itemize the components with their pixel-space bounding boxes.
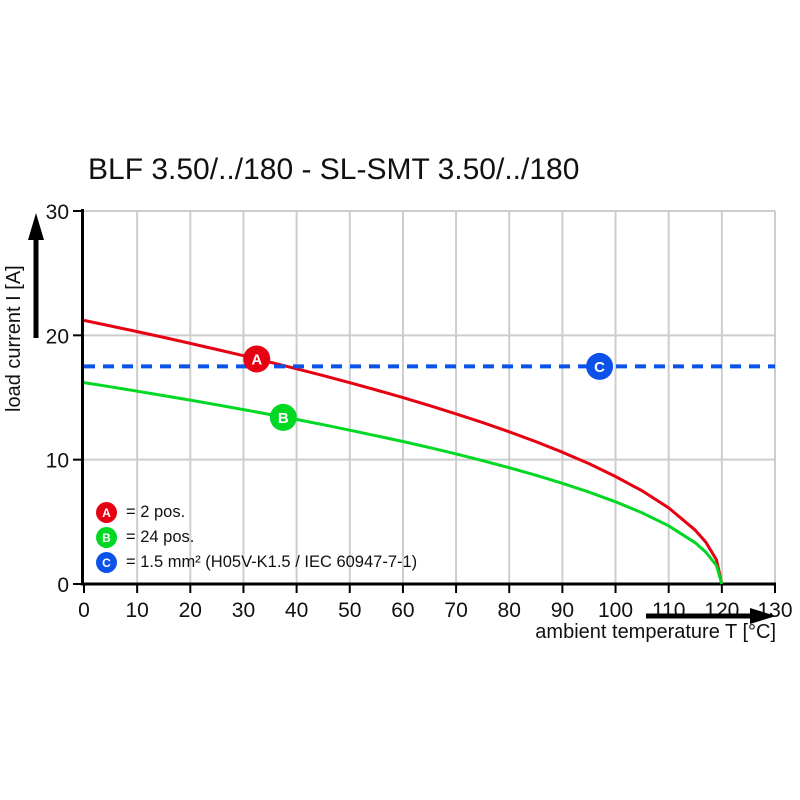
series-A-curve xyxy=(83,318,724,585)
legend-label-c: = 1.5 mm² (H05V-K1.5 / IEC 60947-7-1) xyxy=(126,553,418,571)
y-tick-label: 0 xyxy=(57,574,69,597)
legend-row-a: A = 2 pos. xyxy=(96,500,417,525)
legend-marker-a-icon: A xyxy=(96,502,117,523)
chart-legend: A = 2 pos. B = 24 pos. C = 1.5 mm² (H05V… xyxy=(96,500,417,575)
y-axis-arrow-icon xyxy=(28,213,44,240)
x-axis-label: ambient temperature T [°C] xyxy=(535,621,776,643)
legend-row-b: B = 24 pos. xyxy=(96,525,417,550)
x-axis-arrow-icon xyxy=(750,608,776,624)
x-tick-label: 20 xyxy=(179,599,202,622)
x-tick-label: 40 xyxy=(285,599,308,622)
x-tick-label: 120 xyxy=(704,599,739,622)
x-tick-label: 30 xyxy=(232,599,255,622)
legend-row-c: C = 1.5 mm² (H05V-K1.5 / IEC 60947-7-1) xyxy=(96,550,417,575)
x-tick-label: 10 xyxy=(125,599,148,622)
chart-title: BLF 3.50/../180 - SL-SMT 3.50/../180 xyxy=(88,153,580,186)
marker-C-letter: C xyxy=(594,359,605,376)
marker-A-icon xyxy=(243,345,271,373)
x-tick-label: 90 xyxy=(551,599,574,622)
x-tick-label: 0 xyxy=(78,599,90,622)
legend-marker-b-icon: B xyxy=(96,527,117,548)
x-tick-label: 100 xyxy=(598,599,633,622)
x-tick-label: 60 xyxy=(391,599,414,622)
y-tick-label: 10 xyxy=(46,450,69,473)
series-B-curve xyxy=(83,381,724,585)
x-tick-label: 110 xyxy=(652,599,685,622)
y-axis-label: load current I [A] xyxy=(3,265,25,412)
legend-label-b: = 24 pos. xyxy=(126,528,195,546)
x-tick-label: 80 xyxy=(498,599,521,622)
y-tick-label: 30 xyxy=(46,201,69,224)
x-tick-label: 70 xyxy=(444,599,467,622)
y-tick-label: 20 xyxy=(46,325,69,348)
marker-B-letter: B xyxy=(278,410,289,427)
marker-A-letter: A xyxy=(251,351,262,368)
legend-label-a: = 2 pos. xyxy=(126,503,186,521)
x-tick-label: 50 xyxy=(338,599,361,622)
marker-C-icon xyxy=(586,352,614,380)
marker-B-icon xyxy=(269,403,297,431)
legend-marker-c-icon: C xyxy=(96,552,117,573)
